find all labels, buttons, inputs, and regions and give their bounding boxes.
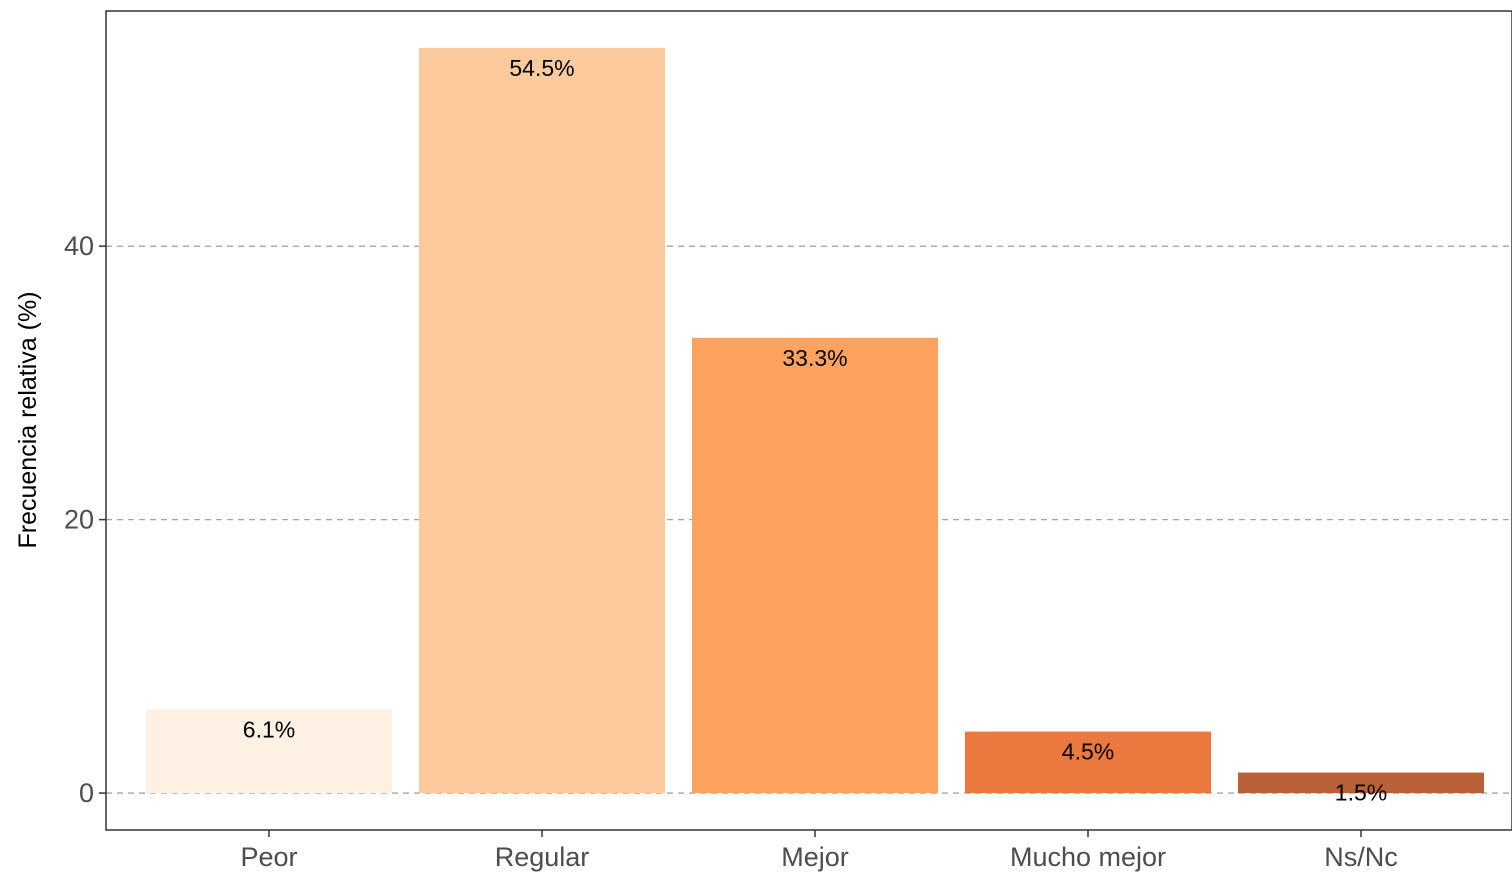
- plot-border: [105, 10, 1512, 831]
- bar-value-label: 1.5%: [1335, 780, 1387, 806]
- x-tick-label: Mejor: [781, 842, 849, 872]
- bar-value-label: 54.5%: [509, 55, 574, 81]
- y-axis: 0 20 40: [64, 231, 106, 808]
- bar: [965, 731, 1211, 794]
- x-tick-label: Mucho mejor: [1010, 842, 1166, 872]
- y-axis-title: Frecuencia relativa (%): [14, 291, 42, 548]
- bar: [1238, 772, 1484, 794]
- bar: [419, 47, 665, 794]
- bar: [146, 709, 392, 794]
- x-tick-label: Ns/Nc: [1324, 842, 1398, 872]
- bar-value-label: 6.1%: [243, 717, 295, 743]
- bar-value-label: 33.3%: [782, 345, 847, 371]
- y-tick-label: 0: [79, 778, 94, 808]
- bar: [692, 337, 938, 794]
- gridlines: [106, 245, 1512, 794]
- x-axis: Peor Regular Mejor Mucho mejor Ns/Nc: [240, 830, 1398, 872]
- data-labels: 6.1% 54.5% 33.3% 4.5% 1.5%: [243, 55, 1387, 806]
- x-tick-label: Peor: [240, 842, 297, 872]
- bars: [146, 47, 1484, 794]
- bar-value-label: 4.5%: [1062, 739, 1114, 765]
- x-tick-label: Regular: [495, 842, 590, 872]
- y-tick-label: 40: [64, 231, 94, 261]
- y-tick-label: 20: [64, 505, 94, 535]
